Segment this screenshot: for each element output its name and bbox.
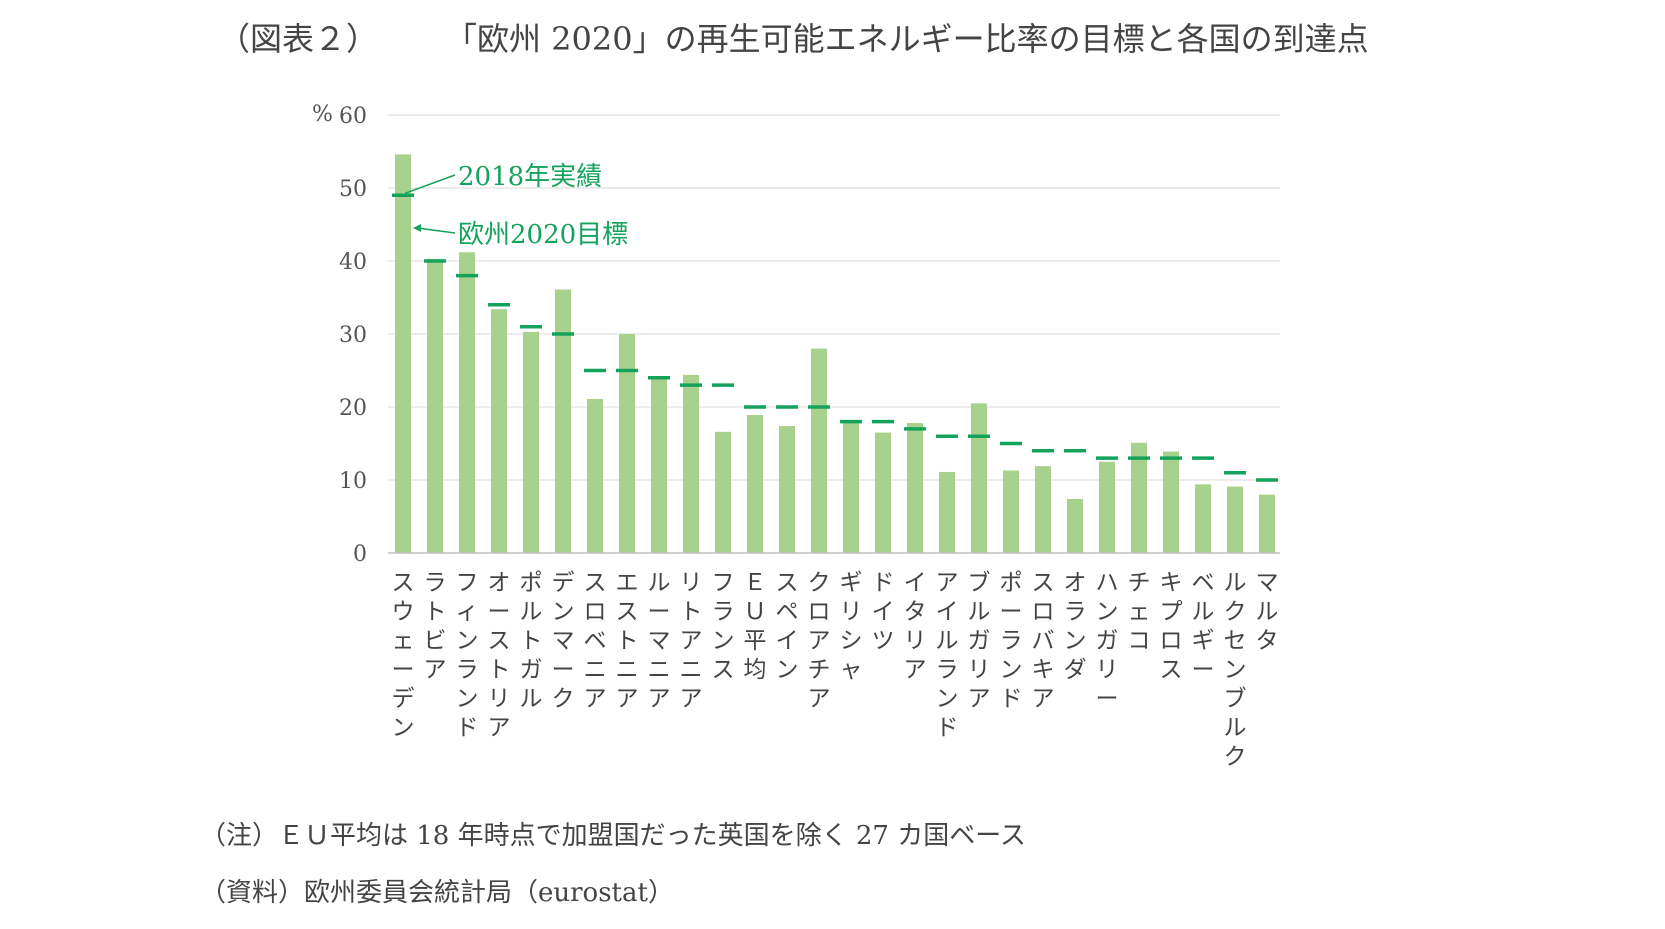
x-tick-label: ルクセンブルク: [1224, 570, 1247, 770]
bar-9: ルーマニア: 23.9: [651, 378, 667, 553]
bar-19: ブルガリア: 20.5: [971, 403, 987, 553]
x-tick-label: デンマーク: [552, 570, 575, 712]
annotation-leader-target: [416, 227, 456, 234]
x-tick-label: チェコ: [1128, 570, 1151, 654]
x-tick-label: フィンランド: [456, 570, 479, 741]
bar-4: オーストリア: 33.4: [491, 309, 507, 553]
annotation-leader-actual: [404, 174, 456, 195]
x-tick-label: ハンガリー: [1096, 570, 1119, 712]
x-tick-label: フランス: [712, 570, 735, 683]
bar-2: ラトビア: 40.3: [427, 258, 443, 553]
bar-15: ギリシャ: 18: [843, 421, 859, 553]
bar-22: オランダ: 7.4: [1067, 498, 1083, 553]
footnote-source: （資料）欧州委員会統計局（eurostat）: [200, 878, 674, 908]
y-tick-label: 50: [339, 177, 367, 202]
x-tick-label: ブルガリア: [968, 570, 991, 712]
annotation-arrowhead: [413, 224, 421, 232]
chart-title: 「欧州 2020」の再生可能エネルギー比率の目標と各国の到達点: [445, 20, 1369, 58]
bar-23: ハンガリー: 12.5: [1099, 461, 1115, 553]
y-axis-unit-label: %: [312, 102, 333, 127]
figure-label: （図表２）: [218, 20, 379, 58]
bar-21: スロバキア: 11.9: [1035, 466, 1051, 553]
bar-24: チェコ: 15.1: [1131, 442, 1147, 553]
x-tick-label: イタリア: [904, 570, 927, 683]
y-tick-label: 30: [339, 323, 367, 348]
bar-8: エストニア: 30: [619, 334, 635, 553]
x-tick-label: スウェーデン: [392, 570, 415, 741]
bar-28: マルタ: 8: [1259, 494, 1275, 553]
bar-6: デンマーク: 36.1: [555, 289, 571, 553]
x-tick-label: クロアチア: [808, 570, 831, 712]
x-tick-label: ギリシャ: [840, 570, 863, 683]
x-tick-label: スロベニア: [584, 570, 607, 712]
bar-20: ポーランド: 11.3: [1003, 470, 1019, 553]
bar-25: キプロス: 13.9: [1163, 451, 1179, 553]
y-tick-label: 0: [353, 542, 367, 567]
bar-18: アイルランド: 11.1: [939, 471, 955, 553]
x-tick-label: オーストリア: [488, 570, 511, 741]
footnote-eu-average: （注）ＥＵ平均は 18 年時点で加盟国だった英国を除く 27 カ国ベース: [200, 821, 1026, 851]
bar-1: スウェーデン: 54.6: [395, 154, 411, 554]
annotation-2020-target: 欧州2020目標: [458, 220, 628, 250]
bar-5: ポルトガル: 30.3: [523, 331, 539, 553]
x-tick-label: ポーランド: [1000, 570, 1023, 712]
x-tick-label: ドイツ: [872, 570, 895, 654]
x-tick-label: キプロス: [1160, 570, 1183, 683]
bar-10: リトアニア: 24.4: [683, 374, 699, 553]
bar-14: クロアチア: 28: [811, 348, 827, 553]
bar-13: スペイン: 17.4: [779, 425, 795, 553]
x-tick-label: ラトビア: [424, 570, 447, 683]
x-tick-label: オランダ: [1064, 570, 1087, 683]
bar-3: フィンランド: 41.2: [459, 252, 475, 554]
bar-27: ルクセンブルク: 9.1: [1227, 486, 1243, 553]
bar-26: ベルギー: 9.4: [1195, 484, 1211, 553]
x-tick-label: リトアニア: [680, 570, 703, 712]
y-tick-label: 20: [339, 396, 367, 421]
annotation-2018-actual: 2018年実績: [458, 162, 602, 192]
bar-17: イタリア: 17.8: [907, 423, 923, 553]
y-tick-label: 40: [339, 250, 367, 275]
bar-7: スロベニア: 21.1: [587, 398, 603, 553]
bar-11: フランス: 16.6: [715, 431, 731, 553]
x-tick-label: ＥＵ平均: [744, 570, 767, 683]
y-tick-label: 60: [339, 104, 367, 129]
x-tick-label: アイルランド: [936, 570, 959, 741]
x-tick-label: スロバキア: [1032, 570, 1055, 712]
x-tick-label: マルタ: [1256, 570, 1279, 654]
x-tick-label: ルーマニア: [648, 570, 671, 712]
x-tick-label: スペイン: [776, 570, 799, 683]
bar-16: ドイツ: 16.5: [875, 432, 891, 553]
y-tick-label: 10: [339, 469, 367, 494]
bar-12: ＥＵ平均: 18.9: [747, 415, 763, 553]
x-tick-label: ベルギー: [1192, 570, 1215, 683]
x-tick-label: エストニア: [616, 570, 639, 712]
x-tick-label: ポルトガル: [520, 570, 543, 712]
